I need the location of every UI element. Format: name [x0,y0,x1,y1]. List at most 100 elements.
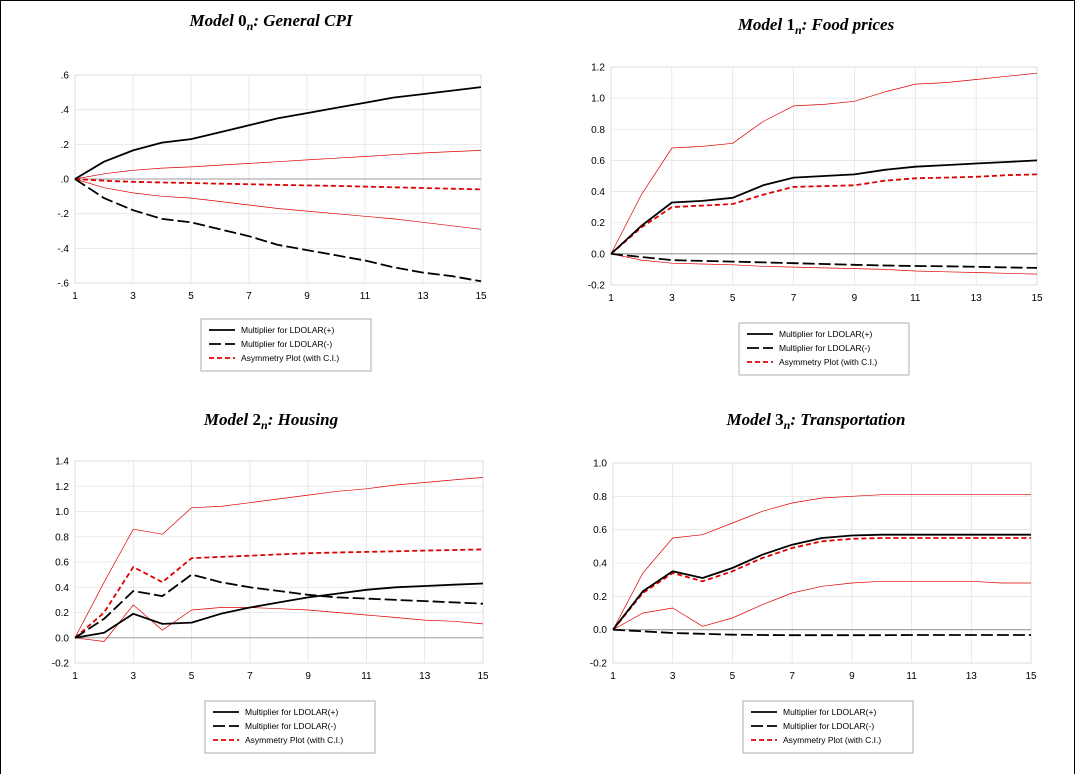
series-line-0 [610,159,1038,255]
series-line-3 [612,494,1031,630]
x-tick-label: 7 [247,671,253,682]
series-line-2 [610,173,1038,255]
y-tick-label: 1.4 [55,457,69,468]
x-tick-label: 7 [791,293,797,304]
series-line-4 [74,604,484,642]
y-tick-label: 1.0 [591,94,605,105]
chart-0: Model 0n: General CPI-.6-.4-.2.0.2.4.61 3… [57,11,487,372]
title-prefix: Model [203,410,253,429]
y-tick-label: 0.6 [593,525,607,536]
y-tick-label: 0.0 [591,249,605,260]
series-line-2 [74,178,482,191]
x-tick-label: 13 [417,291,429,302]
x-tick-label: 5 [188,291,194,302]
series-line-3 [610,72,1038,255]
x-tick-label: 13 [971,293,983,304]
x-tick-label: 15 [1025,671,1037,682]
x-tick-label: 9 [304,291,310,302]
legend-box [204,700,376,754]
y-tick-label: 1.2 [591,63,605,74]
y-tick-label: 1.0 [593,459,607,470]
chart-title: Model 1n: Food prices [737,15,895,37]
title-suffix: : General CPI [253,11,354,30]
legend: Multiplier for LDOLAR(+) Multiplier for L… [738,322,910,376]
y-tick-label: -.4 [57,244,69,255]
x-tick-label: 3 [130,291,136,302]
series-line-4 [610,253,1038,275]
title-subscript: n [247,19,254,33]
title-subscript: n [795,23,802,37]
title-suffix: : Transportation [790,410,905,429]
x-tick-label: 5 [730,293,736,304]
series-line-1 [74,573,484,639]
y-tick-label: .6 [61,71,70,82]
title-subscript: n [261,418,268,432]
title-prefix: Model [737,15,787,34]
legend: Multiplier for LDOLAR(+) Multiplier for L… [742,700,914,754]
legend-label: Multiplier for LDOLAR(-) [783,721,874,731]
x-tick-label: 11 [361,671,372,682]
title-prefix: Model [726,410,776,429]
x-tick-label: 3 [669,293,675,304]
x-tick-label: 15 [475,291,487,302]
series-line-1 [612,628,1031,637]
y-tick-label: 1.0 [55,507,69,518]
legend-label: Asymmetry Plot (with C.I.) [783,735,881,745]
x-tick-label: 5 [189,671,195,682]
legend-label: Multiplier for LDOLAR(-) [779,343,870,353]
y-tick-label: 0.2 [591,218,605,229]
x-tick-label: 9 [852,293,858,304]
title-number: 2 [253,410,262,429]
series-line-1 [610,253,1038,269]
title-suffix: : Food prices [802,15,895,34]
chart-title: Model 3n: Transportation [726,410,906,432]
series-line-0 [74,582,484,639]
series-line-2 [612,537,1031,631]
x-tick-label: 7 [246,291,252,302]
x-tick-label: 15 [477,671,489,682]
x-tick-label: 11 [360,291,371,302]
legend-label: Multiplier for LDOLAR(+) [245,707,338,717]
series-line-0 [612,533,1031,631]
chart-title: Model 0n: General CPI [189,11,354,33]
y-tick-label: 0.2 [55,608,69,619]
legend-label: Multiplier for LDOLAR(-) [241,339,332,349]
x-tick-label: 7 [789,671,795,682]
y-tick-label: 0.2 [593,592,607,603]
legend-label: Asymmetry Plot (with C.I.) [241,353,339,363]
y-tick-label: -0.2 [588,281,606,292]
title-subscript: n [784,418,791,432]
series-line-4 [612,580,1031,631]
y-tick-label: -0.2 [590,659,608,670]
title-number: 1 [786,15,795,34]
x-tick-label: 15 [1031,293,1043,304]
title-number: 0 [238,11,247,30]
chart-3: Model 3n: Transportation-0.20.00.20.40.6… [590,410,1037,754]
y-tick-label: 0.8 [55,532,69,543]
legend-label: Multiplier for LDOLAR(+) [783,707,876,717]
legend-box [738,322,910,376]
x-tick-label: 11 [910,293,921,304]
x-tick-label: 1 [72,291,78,302]
legend-box [200,318,372,372]
y-tick-label: .4 [61,105,70,116]
series-line-2 [74,548,484,639]
x-tick-label: 13 [966,671,978,682]
legend-box [742,700,914,754]
y-tick-label: -.2 [57,209,69,220]
chart-2: Model 2n: Housing -0.2 0.0 0.2 0.4 0.6 0.8 1.0 1… [52,410,489,754]
y-tick-label: 0.6 [55,558,69,569]
legend-label: Asymmetry Plot (with C.I.) [779,357,877,367]
legend-label: Multiplier for LDOLAR(+) [241,325,334,335]
legend-label: Multiplier for LDOLAR(+) [779,329,872,339]
y-tick-label: 0.6 [591,156,605,167]
legend: Multiplier for LDOLAR(+) Multiplier for L… [204,700,376,754]
x-tick-label: 9 [849,671,855,682]
series-line-3 [74,150,482,180]
x-tick-label: 1 [608,293,614,304]
y-tick-label: 0.4 [55,583,69,594]
x-tick-label: 3 [670,671,676,682]
x-tick-label: 3 [131,671,137,682]
